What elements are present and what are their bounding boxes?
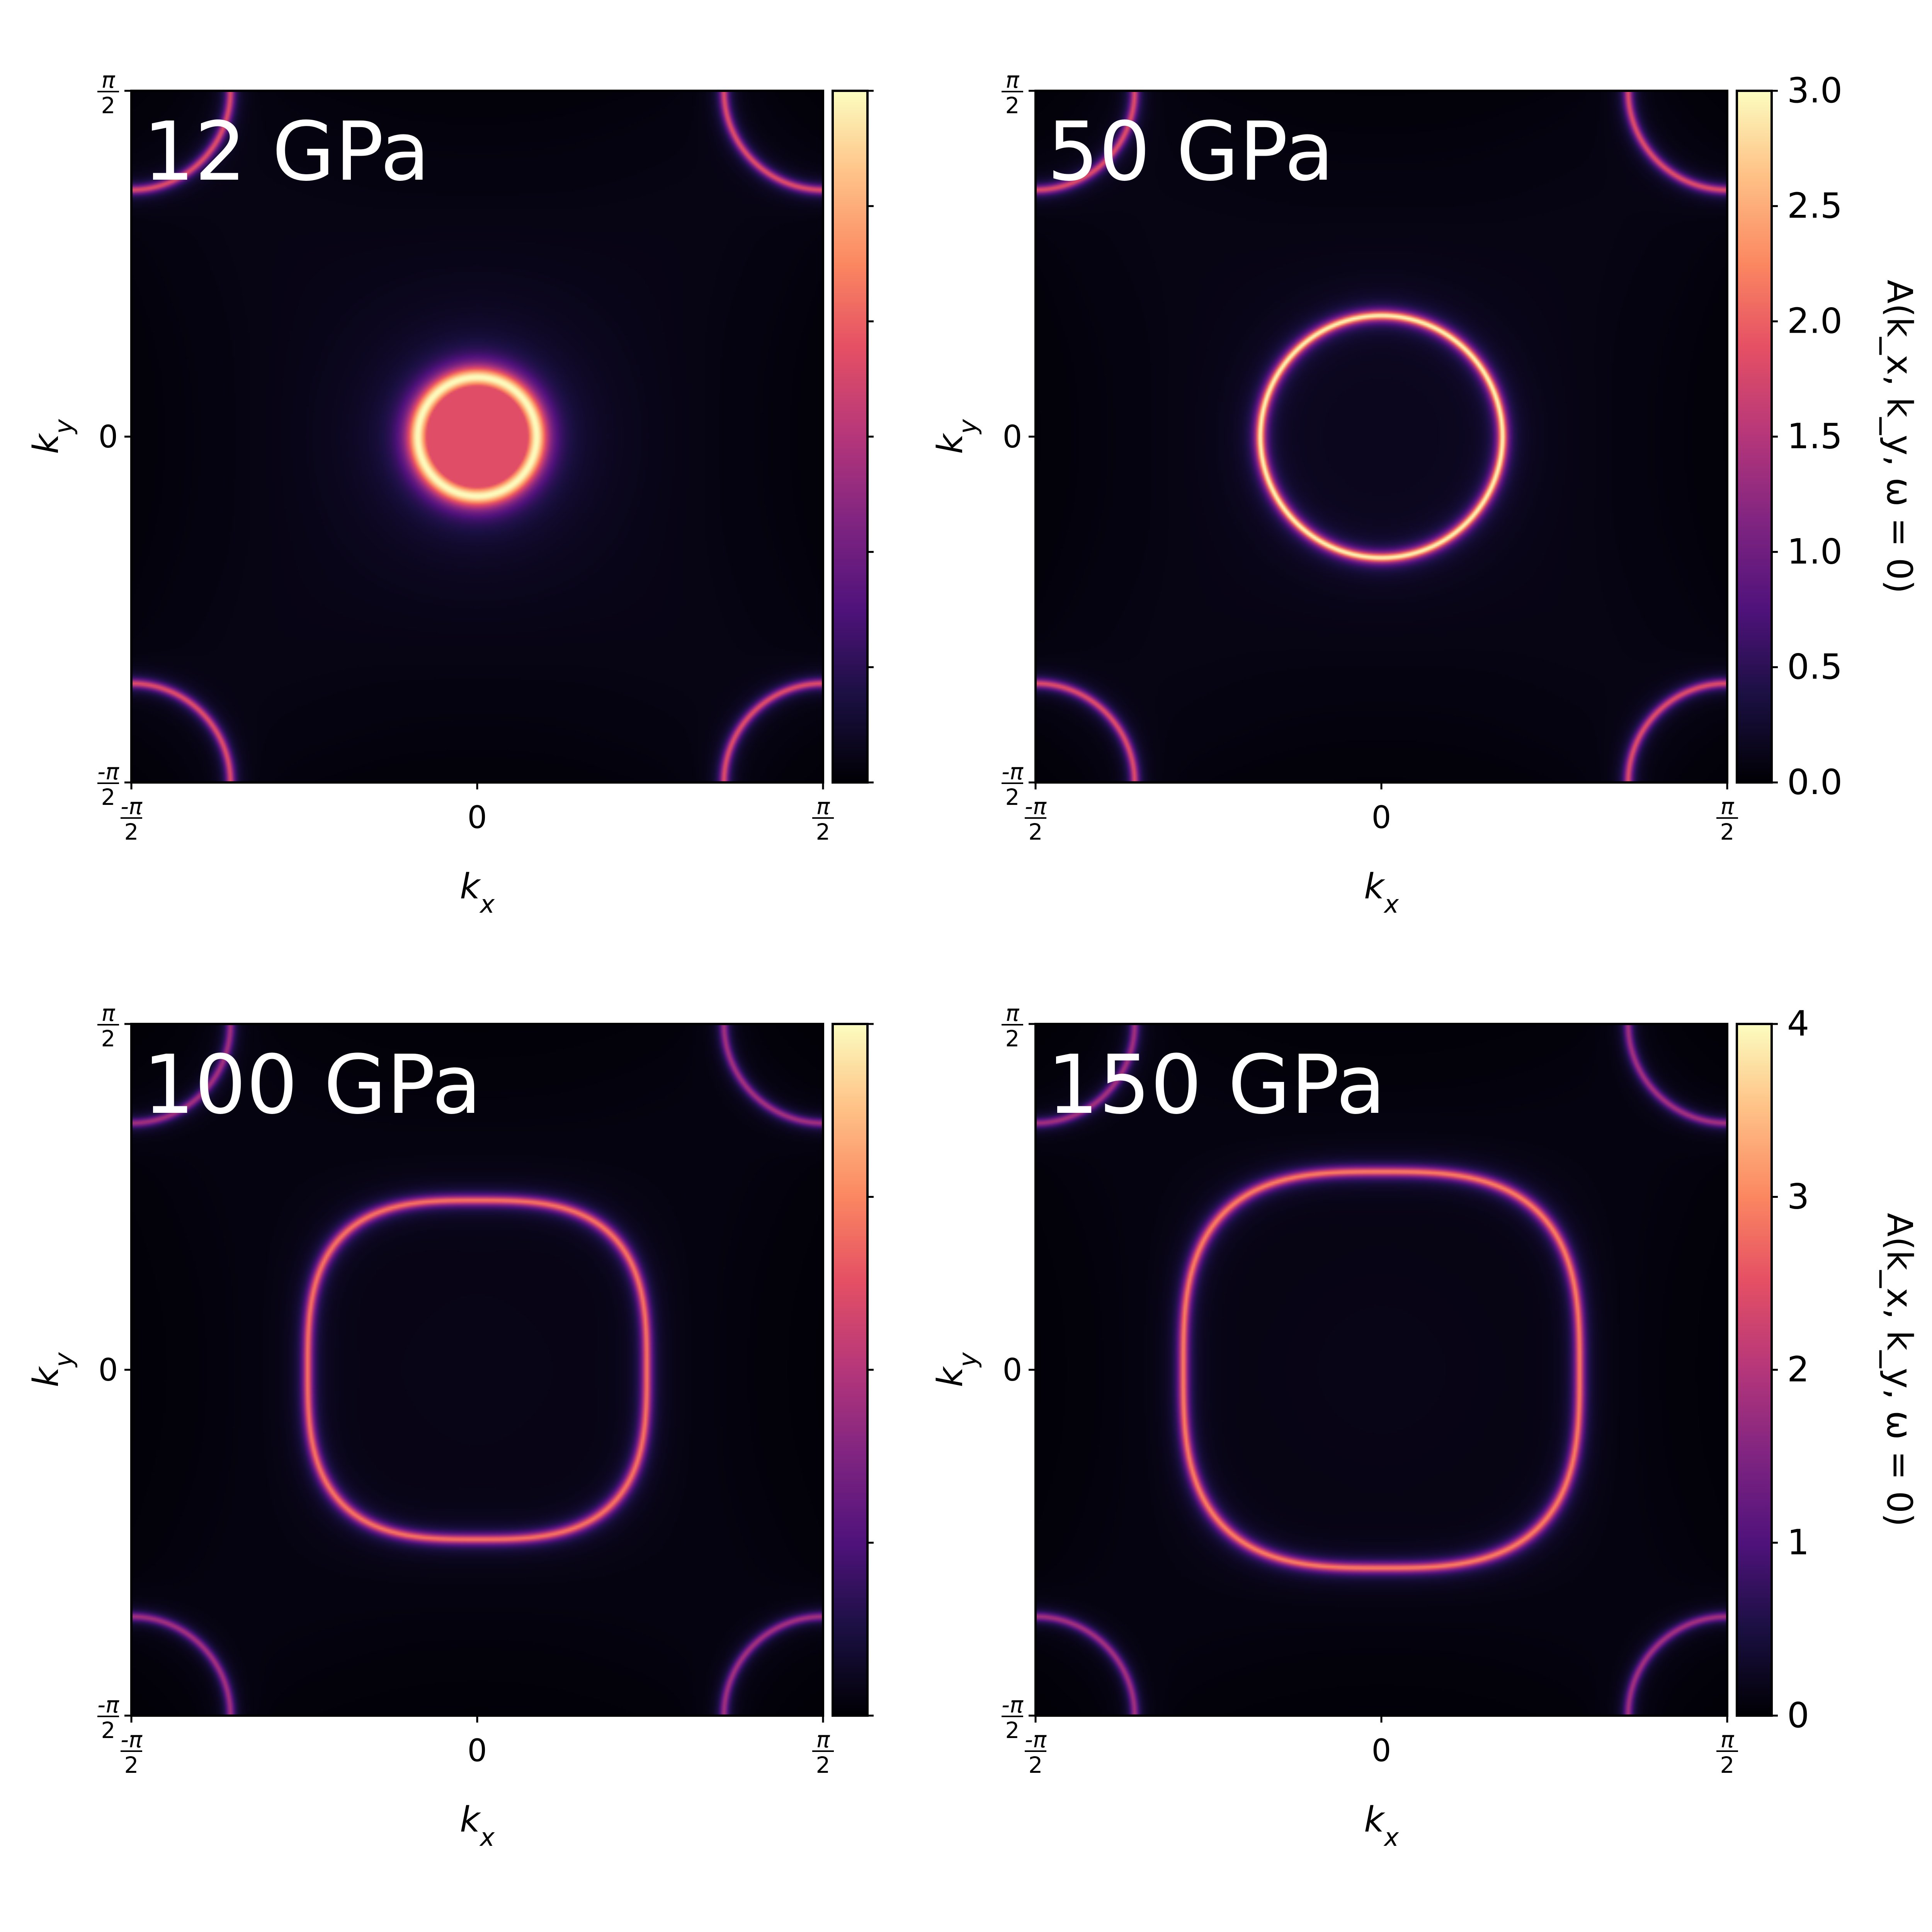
- x-tick-label-denominator: 2: [124, 819, 139, 845]
- heatmap-image: [1036, 91, 1727, 782]
- x-tick-label-numerator: π: [816, 793, 830, 820]
- x-tick-label-denominator: 2: [1029, 819, 1043, 845]
- colorbar-tick-label: 3.0: [1787, 70, 1842, 111]
- y-tick-label-denominator: 2: [101, 784, 116, 810]
- x-tick-label-denominator: 2: [816, 1752, 830, 1778]
- y-axis-label: ky: [930, 419, 983, 454]
- colorbar-tick-label: 0.0: [1787, 762, 1842, 803]
- y-tick-label: 0: [1003, 1352, 1022, 1388]
- x-axis-label: kx: [460, 1799, 495, 1852]
- x-tick-label-denominator: 2: [816, 819, 830, 845]
- colorbar-label: A(k_x, k_y, ω = 0): [1879, 1213, 1920, 1527]
- y-axis-label: ky: [26, 419, 78, 454]
- colorbar-tick-label: 3: [1787, 1177, 1809, 1217]
- y-tick-label-numerator: -π: [1002, 759, 1024, 785]
- y-tick-label: 0: [99, 1352, 118, 1388]
- x-tick-label: 0: [1372, 799, 1391, 835]
- panel-label: 50 GPa: [1047, 104, 1334, 199]
- x-axis-label: kx: [1364, 866, 1399, 919]
- x-tick-label-denominator: 2: [124, 1752, 139, 1778]
- colorbar: [832, 1023, 869, 1717]
- colorbar: [832, 90, 869, 784]
- x-tick-label-denominator: 2: [1720, 819, 1735, 845]
- colorbar-tick-label: 4: [1787, 1003, 1809, 1044]
- colorbar: [1736, 1023, 1773, 1717]
- x-axis-label: kx: [1364, 1799, 1399, 1852]
- x-tick-label-numerator: -π: [1025, 1726, 1047, 1753]
- x-tick-label-numerator: π: [816, 1726, 830, 1753]
- y-tick-label-numerator: -π: [97, 759, 119, 785]
- y-tick-label-denominator: 2: [1005, 784, 1020, 810]
- y-tick-label-denominator: 2: [1005, 1026, 1020, 1052]
- panel-label: 100 GPa: [143, 1037, 481, 1132]
- x-tick-label-numerator: π: [1721, 1726, 1735, 1753]
- y-tick-label-numerator: π: [1006, 67, 1020, 93]
- colorbar-tick-label: 1.0: [1787, 531, 1842, 572]
- y-axis-label: ky: [930, 1352, 983, 1387]
- x-tick-label: 0: [1372, 1733, 1391, 1769]
- x-axis-label: kx: [460, 866, 495, 919]
- x-tick-label-denominator: 2: [1029, 1752, 1043, 1778]
- heatmap-image: [1036, 1024, 1727, 1716]
- x-tick-label: 0: [468, 799, 487, 835]
- x-tick-label-numerator: -π: [1025, 793, 1047, 820]
- y-tick-label-numerator: -π: [97, 1692, 119, 1718]
- colorbar-label: A(k_x, k_y, ω = 0): [1879, 280, 1920, 594]
- colorbar-tick-label: 0.5: [1787, 647, 1842, 687]
- x-tick-label: 0: [468, 1733, 487, 1769]
- colorbar: [1736, 90, 1773, 784]
- y-tick-label-numerator: π: [1006, 1000, 1020, 1026]
- heatmap-image: [131, 1024, 823, 1716]
- y-tick-label-numerator: -π: [1002, 1692, 1024, 1718]
- colorbar-tick-label: 2.0: [1787, 301, 1842, 342]
- x-tick-label-numerator: -π: [121, 793, 143, 820]
- x-tick-label-numerator: -π: [121, 1726, 143, 1753]
- heatmap-image: [131, 91, 823, 782]
- panel-label: 12 GPa: [143, 104, 430, 199]
- y-tick-label-denominator: 2: [101, 1026, 116, 1052]
- x-tick-label-denominator: 2: [1720, 1752, 1735, 1778]
- y-tick-label-denominator: 2: [1005, 1717, 1020, 1743]
- x-tick-label-numerator: π: [1721, 793, 1735, 820]
- y-axis-label: ky: [26, 1352, 78, 1387]
- colorbar-tick-label: 0: [1787, 1695, 1809, 1736]
- colorbar-tick-label: 1: [1787, 1522, 1809, 1563]
- panel-2: 50 GPa-π2 0 π2-π20π2kxky0.00.51.01.52.02.5…: [930, 67, 1920, 919]
- colorbar-tick-label: 2.5: [1787, 185, 1842, 226]
- y-tick-label: 0: [1003, 419, 1022, 455]
- colorbar-tick-label: 1.5: [1787, 416, 1842, 457]
- y-tick-label-numerator: π: [102, 1000, 116, 1026]
- y-tick-label-denominator: 2: [101, 1717, 116, 1743]
- y-tick-label: 0: [99, 419, 118, 455]
- y-tick-label-denominator: 2: [101, 92, 116, 119]
- panel-label: 150 GPa: [1047, 1037, 1386, 1132]
- y-tick-label-denominator: 2: [1005, 92, 1020, 119]
- colorbar-tick-label: 2: [1787, 1349, 1809, 1390]
- y-tick-label-numerator: π: [102, 67, 116, 93]
